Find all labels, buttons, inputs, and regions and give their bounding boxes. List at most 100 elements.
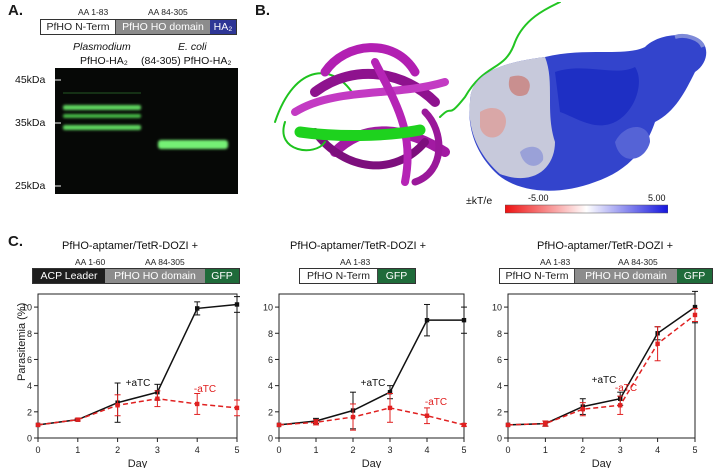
data-point	[618, 403, 623, 408]
panel-header: PfHO-aptamer/TetR-DOZI +	[62, 240, 199, 252]
growth-chart-3: 0 2 4 6 8 10 0 1 2 3 4 5 Day +aTC-aTC	[492, 290, 698, 468]
panel-a-letter: A.	[8, 2, 23, 19]
x-tick-label: 5	[692, 445, 697, 455]
plot-frame	[278, 293, 465, 439]
x-tick-label: 0	[505, 445, 510, 455]
x-tick-label: 2	[580, 445, 585, 455]
data-point	[75, 417, 80, 422]
electrostatic-color-scale	[505, 204, 668, 214]
series-line	[278, 319, 464, 426]
data-point	[234, 302, 240, 307]
y-tick-label: 8	[268, 329, 273, 339]
y-tick-label: 8	[497, 329, 502, 339]
segment-n-term: PfHO N-Term	[300, 269, 378, 283]
aa-range-label: AA 1-60	[75, 257, 106, 267]
series-line	[278, 407, 465, 426]
y-tick-label: 2	[27, 407, 32, 417]
marker-label: 45kDa	[15, 74, 46, 86]
aa-range-label: AA 84-305	[145, 257, 185, 267]
y-tick-label: 10	[263, 303, 273, 313]
segment-ha-tag: HA₂	[210, 20, 236, 34]
data-point	[195, 306, 200, 311]
x-tick-label: 3	[618, 445, 623, 455]
panel-header: PfHO-aptamer/TetR-DOZI +	[537, 240, 674, 252]
segment-gfp: GFP	[378, 269, 415, 283]
aa-range-label: AA 84-305	[148, 7, 188, 17]
x-tick-label: 4	[655, 445, 660, 455]
y-tick-label: 0	[27, 434, 32, 444]
x-tick-label: 5	[234, 445, 239, 455]
data-point	[234, 405, 240, 411]
scale-unit-label: ±kT/e	[466, 195, 493, 207]
construct-diagram-c2: PfHO N-Term GFP	[299, 268, 416, 284]
scale-max-label: 5.00	[648, 193, 666, 203]
aa-range-label: AA 84-305	[618, 257, 658, 267]
data-point	[424, 317, 430, 323]
y-tick-label: 4	[27, 381, 32, 391]
band	[63, 92, 141, 94]
series-line	[37, 397, 238, 426]
scale-min-label: -5.00	[528, 193, 549, 203]
data-point	[115, 403, 120, 408]
panel-header: PfHO-aptamer/TetR-DOZI +	[290, 240, 427, 252]
series-label: -aTC	[425, 397, 447, 408]
lane-label-species: E. coli	[178, 41, 207, 53]
data-point	[505, 422, 511, 428]
growth-chart-2: 0 2 4 6 8 10 0 1 2 3 4 5 Day +aTC -aTC	[263, 293, 467, 468]
y-tick-label: 6	[497, 355, 502, 365]
series-label: -aTC	[615, 383, 637, 394]
marker-label: 35kDa	[15, 117, 46, 129]
x-tick-label: 4	[195, 445, 200, 455]
series-label: +aTC	[126, 378, 151, 389]
segment-acp-leader: ACP Leader	[33, 269, 105, 283]
aa-range-label: AA 1-83	[340, 257, 371, 267]
data-point	[692, 304, 698, 310]
x-tick-label: 1	[75, 445, 80, 455]
protein-structure-render	[274, 2, 707, 191]
segment-n-term: PfHO N-Term	[41, 20, 116, 34]
x-axis-label: Day	[592, 458, 612, 468]
y-tick-label: 6	[27, 355, 32, 365]
data-point	[543, 421, 548, 426]
y-tick-label: 8	[27, 329, 32, 339]
growth-chart-1: 0 2 4 6 8 10 0 1 2 3 4 5 Day +aTC -aTC	[22, 293, 240, 468]
segment-ho-domain: PfHO HO domain	[116, 20, 210, 34]
series-line	[507, 306, 696, 426]
series-label: +aTC	[361, 378, 386, 389]
panel-b-letter: B.	[255, 2, 270, 19]
band	[63, 114, 141, 118]
ribbon-model	[274, 2, 561, 186]
x-tick-label: 0	[276, 445, 281, 455]
data-point	[424, 413, 430, 418]
data-point	[276, 422, 282, 428]
x-tick-label: 4	[424, 445, 429, 455]
series-label: -aTC	[194, 384, 216, 395]
lane-label-species: Plasmodium	[73, 41, 131, 53]
data-point	[155, 396, 160, 401]
lane-label-protein: PfHO-HA₂	[80, 55, 128, 67]
band	[63, 105, 141, 110]
data-point	[313, 420, 319, 425]
y-tick-label: 6	[268, 355, 273, 365]
data-point	[655, 341, 660, 346]
x-axis-label: Day	[362, 458, 382, 468]
lane-label-protein: (84-305) PfHO-HA₂	[141, 55, 232, 67]
x-tick-label: 3	[387, 445, 392, 455]
segment-gfp: GFP	[205, 269, 239, 283]
data-point	[387, 389, 393, 395]
series-label: +aTC	[592, 375, 617, 386]
x-tick-label: 2	[115, 445, 120, 455]
y-tick-label: 2	[497, 407, 502, 417]
segment-gfp: GFP	[677, 269, 712, 283]
segment-n-term: PfHO N-Term	[500, 269, 575, 283]
x-tick-label: 1	[313, 445, 318, 455]
series-line	[37, 303, 238, 426]
data-point	[387, 405, 393, 411]
y-tick-label: 4	[497, 381, 502, 391]
x-tick-label: 1	[543, 445, 548, 455]
construct-diagram-c3: PfHO N-Term PfHO HO domain GFP	[499, 268, 713, 284]
y-tick-label: 4	[268, 381, 273, 391]
aa-range-label: AA 1-83	[78, 7, 109, 17]
band	[158, 140, 228, 149]
data-point	[692, 312, 698, 318]
